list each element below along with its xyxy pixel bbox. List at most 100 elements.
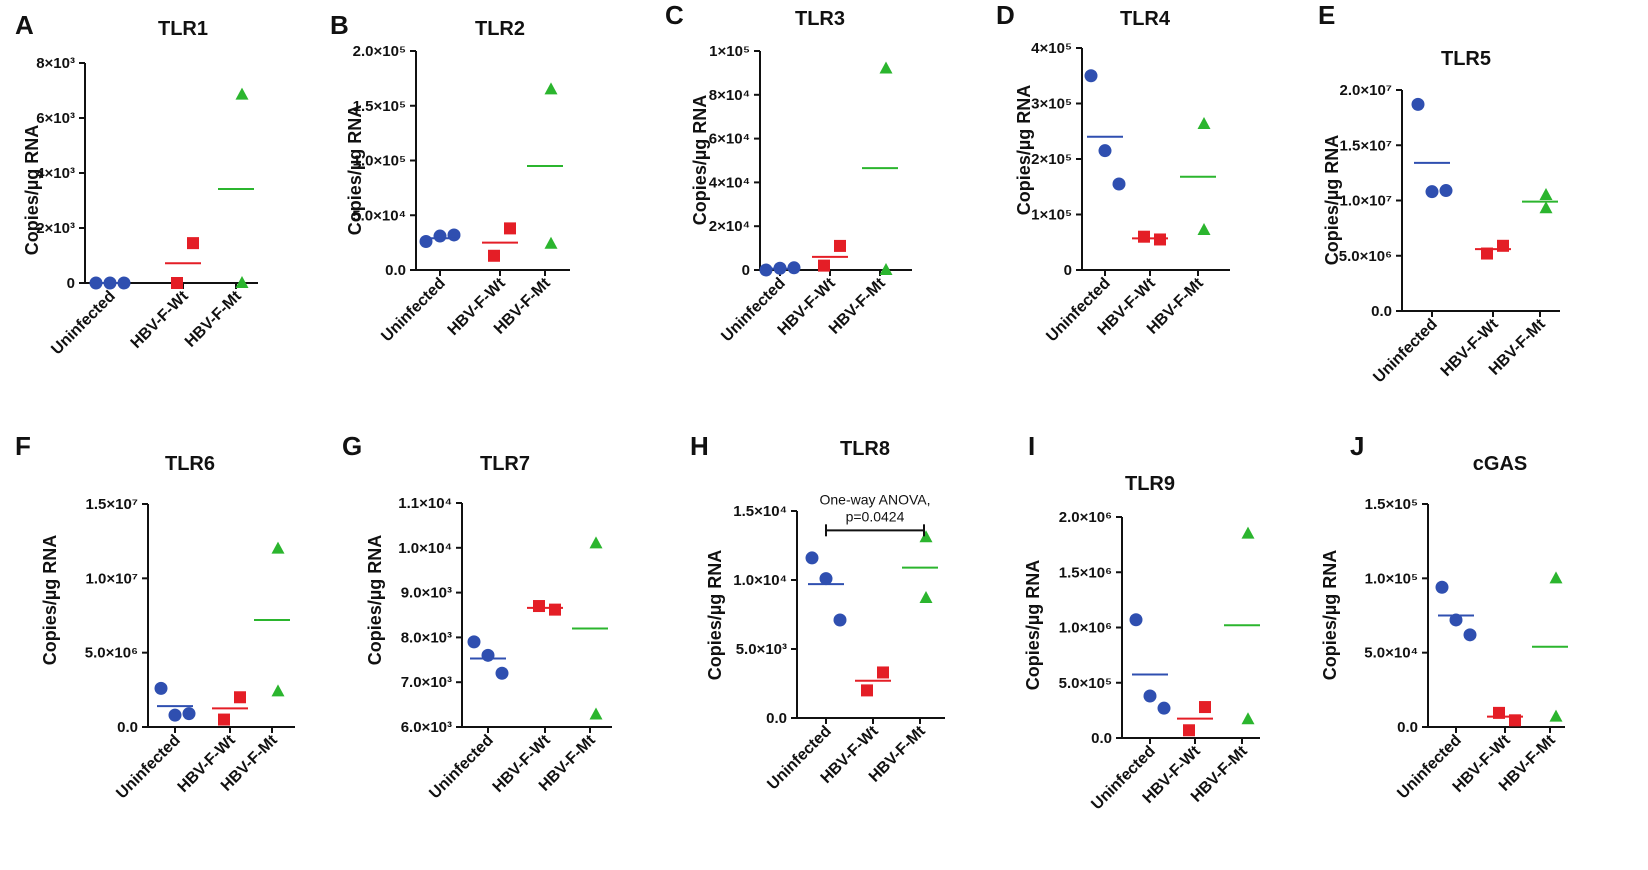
y-tick-label: 1.1×10⁴ xyxy=(398,495,452,512)
y-tick-label: 4×10³ xyxy=(36,165,75,182)
data-point-hbv-f-mt xyxy=(879,61,893,74)
panel-h: H TLR8 Copies/µg RNA 0.0 5.0×10³ 1.0×10⁴ 1.5×1… xyxy=(690,431,945,793)
y-tick-label: 0.0 xyxy=(766,710,787,727)
y-tick-label: 0 xyxy=(67,275,75,292)
data-point-uninfected xyxy=(1112,177,1126,191)
panel-title: TLR5 xyxy=(1441,48,1491,70)
y-tick-label: 1.0×10⁴ xyxy=(398,540,452,557)
y-tick-label: 5.0×10⁵ xyxy=(1059,675,1112,692)
data-point-uninfected xyxy=(805,551,819,565)
anova-label: One-way ANOVA, xyxy=(819,491,930,507)
y-tick-label: 5.0×10³ xyxy=(736,641,787,658)
data-point-hbv-f-mt xyxy=(589,707,603,720)
x-tick-label: Uninfected xyxy=(1370,316,1440,386)
y-tick-label: 1.5×10⁶ xyxy=(1059,564,1112,581)
data-point-hbv-f-wt xyxy=(1154,233,1166,246)
panel-letter: J xyxy=(1350,431,1364,461)
x-tick-label: Uninfected xyxy=(48,288,118,358)
data-point-uninfected xyxy=(1084,69,1098,83)
data-point-hbv-f-mt xyxy=(271,684,285,697)
y-tick-label: 7.0×10³ xyxy=(401,674,452,691)
y-tick-label: 2×10⁴ xyxy=(709,218,750,235)
y-axis-label: Copies/µg RNA xyxy=(705,550,725,680)
y-tick-label: 2.0×10⁷ xyxy=(1340,82,1393,99)
y-axis-label: Copies/µg RNA xyxy=(22,125,42,255)
data-point-uninfected xyxy=(447,228,461,242)
data-point-hbv-f-mt xyxy=(235,87,249,100)
y-tick-label: 8.0×10³ xyxy=(401,629,452,646)
data-point-hbv-f-mt xyxy=(1197,117,1211,130)
data-point-uninfected xyxy=(1463,628,1477,642)
panel-letter: G xyxy=(342,431,362,461)
data-point-uninfected xyxy=(154,681,168,695)
x-tick-label: Uninfected xyxy=(378,275,448,345)
data-point-hbv-f-wt xyxy=(877,666,889,679)
y-tick-label: 2.0×10⁶ xyxy=(1059,509,1112,526)
data-point-uninfected xyxy=(433,229,447,243)
y-tick-label: 1.5×10⁵ xyxy=(353,98,406,115)
y-tick-label: 1.5×10⁷ xyxy=(86,496,139,513)
data-point-hbv-f-wt xyxy=(187,237,199,250)
y-axis-label: Copies/µg RNA xyxy=(1023,560,1043,690)
y-tick-label: 8×10⁴ xyxy=(709,87,750,104)
panel-g: G TLR7 Copies/µg RNA 6.0×10³ 7.0×10³ 8.0×10³ 9… xyxy=(342,431,612,802)
data-point-uninfected xyxy=(1157,701,1171,715)
y-tick-label: 1.5×10⁵ xyxy=(1365,496,1418,513)
data-point-hbv-f-wt xyxy=(533,600,545,613)
data-point-hbv-f-wt xyxy=(1199,701,1211,714)
panel-title: TLR4 xyxy=(1120,8,1171,30)
data-point-hbv-f-wt xyxy=(1481,247,1493,260)
y-tick-label: 4×10⁴ xyxy=(709,174,750,191)
data-point-uninfected xyxy=(833,613,847,627)
data-point-uninfected xyxy=(1143,689,1157,703)
panel-e: E TLR5 Copies/µg RNA 0.0 5.0×10⁶ 1.0×10⁷ 1.5×1… xyxy=(1318,0,1560,386)
data-point-hbv-f-wt xyxy=(504,222,516,235)
y-tick-label: 1.0×10⁵ xyxy=(1365,570,1418,587)
y-tick-label: 4×10⁵ xyxy=(1031,40,1072,57)
panel-letter: C xyxy=(665,0,684,30)
y-tick-label: 2×10³ xyxy=(36,220,75,237)
panel-letter: A xyxy=(15,10,34,40)
data-point-uninfected xyxy=(1425,185,1439,199)
y-tick-label: 6×10⁴ xyxy=(709,131,750,148)
data-point-uninfected xyxy=(1435,580,1449,594)
data-point-uninfected xyxy=(168,708,182,722)
y-tick-label: 2.0×10⁵ xyxy=(353,43,406,60)
data-point-hbv-f-mt xyxy=(1539,201,1553,214)
data-point-hbv-f-wt xyxy=(218,713,230,726)
x-tick-label: Uninfected xyxy=(718,275,788,345)
y-axis-label: Copies/µg RNA xyxy=(345,105,365,235)
data-point-hbv-f-mt xyxy=(919,590,933,603)
x-tick-label: HBV-F-Mt xyxy=(182,287,245,350)
y-axis-label: Copies/µg RNA xyxy=(690,95,710,225)
panel-title: TLR8 xyxy=(840,438,890,460)
data-point-hbv-f-mt xyxy=(1241,526,1255,539)
y-axis-label: Copies/µg RNA xyxy=(1322,135,1342,265)
data-point-hbv-f-wt xyxy=(1138,230,1150,243)
x-tick-label: Uninfected xyxy=(113,732,183,802)
data-point-hbv-f-wt xyxy=(234,691,246,704)
panel-letter: D xyxy=(996,0,1015,30)
data-point-hbv-f-mt xyxy=(1549,571,1563,584)
y-tick-label: 1.0×10⁶ xyxy=(1059,620,1112,637)
y-axis-label: Copies/µg RNA xyxy=(365,535,385,665)
x-tick-label: Uninfected xyxy=(1394,732,1464,802)
y-tick-label: 1.0×10⁴ xyxy=(733,572,787,589)
y-tick-label: 9.0×10³ xyxy=(401,585,452,602)
panel-title: TLR9 xyxy=(1125,473,1175,495)
y-tick-label: 0 xyxy=(1064,262,1072,279)
data-point-uninfected xyxy=(1411,97,1425,111)
y-tick-label: 0.0 xyxy=(1397,719,1418,736)
y-tick-label: 5.0×10⁴ xyxy=(352,207,406,224)
y-tick-label: 6×10³ xyxy=(36,110,75,127)
panel-i: I TLR9 Copies/µg RNA 0.0 5.0×10⁵ 1.0×10⁶ 1.5×1… xyxy=(1023,431,1260,813)
panel-letter: I xyxy=(1028,431,1035,461)
panel-c: C TLR3 Copies/µg RNA 0 2×10⁴ 4×10⁴ 6×10⁴ 8×10⁴ 1… xyxy=(665,0,912,345)
data-point-uninfected xyxy=(495,666,509,680)
y-axis-label: Copies/µg RNA xyxy=(40,535,60,665)
data-point-hbv-f-mt xyxy=(235,276,249,288)
data-point-uninfected xyxy=(759,263,773,277)
y-tick-label: 1.5×10⁴ xyxy=(733,503,787,520)
